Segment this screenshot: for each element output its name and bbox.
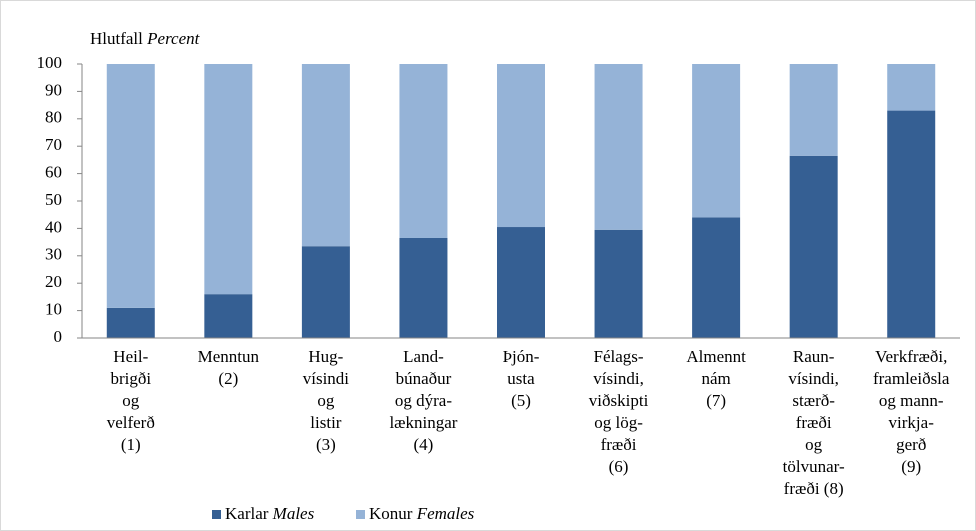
x-tick-label: fræði (796, 413, 832, 432)
x-tick-label: lækningar (389, 413, 457, 432)
legend-label: Konur Females (369, 504, 475, 523)
x-tick-label: (1) (121, 435, 141, 454)
x-tick-label: Menntun (198, 347, 260, 366)
bar-segment (692, 217, 741, 338)
y-tick-label: 100 (37, 53, 63, 72)
x-tick-label: og dýra- (395, 391, 452, 410)
x-tick-label: búnaður (396, 369, 452, 388)
x-tick-label: (6) (609, 457, 629, 476)
x-tick-label: framleiðsla (873, 369, 950, 388)
x-tick-label: og mann- (879, 391, 944, 410)
bar-segment (399, 64, 448, 238)
bar-segment (887, 110, 936, 338)
x-tick-label: stærð- (792, 391, 835, 410)
y-tick-label: 60 (45, 163, 62, 182)
bar-segment (497, 227, 545, 338)
legend-name-en: Males (272, 504, 315, 523)
bar-segment (594, 64, 643, 230)
x-tick-label: (7) (706, 391, 726, 410)
x-tick-label: vísindi, (593, 369, 644, 388)
x-tick-label: listir (310, 413, 342, 432)
x-tick-label: Raun- (793, 347, 835, 366)
x-tick-label: og (122, 391, 140, 410)
y-axis-label: Hlutfall Percent (90, 29, 201, 48)
x-tick-label: fræði (601, 435, 637, 454)
x-tick-label: velferð (107, 413, 155, 432)
y-tick-label: 90 (45, 80, 62, 99)
x-tick-label: (3) (316, 435, 336, 454)
bar-segment (789, 155, 838, 338)
x-tick-label: (5) (511, 391, 531, 410)
y-tick-label: 80 (45, 108, 62, 127)
y-tick-label: 10 (45, 300, 62, 319)
bar-segment (789, 64, 838, 156)
y-tick-label: 50 (45, 190, 62, 209)
x-tick-label: Land- (403, 347, 444, 366)
x-tick-label: Félags- (594, 347, 644, 366)
bar-segment (497, 64, 545, 228)
x-tick-label: virkja- (889, 413, 935, 432)
x-tick-label: usta (507, 369, 535, 388)
x-tick-label: viðskipti (589, 391, 649, 410)
bar-segment (106, 64, 155, 308)
legend-swatch (212, 510, 221, 519)
bar-segment (106, 307, 155, 338)
y-tick-label: 40 (45, 217, 62, 236)
legend-swatch (356, 510, 365, 519)
legend-label: Karlar Males (225, 504, 315, 523)
y-tick-label: 30 (45, 245, 62, 264)
bar-segment (301, 64, 350, 247)
x-tick-label: og (317, 391, 335, 410)
x-tick-label: Almennt (686, 347, 746, 366)
x-tick-label: (2) (218, 369, 238, 388)
y-tick-label: 20 (45, 272, 62, 291)
x-tick-label: fræði (8) (784, 479, 844, 498)
x-tick-label: og (805, 435, 823, 454)
bar-segment (204, 64, 253, 295)
bar-segment (301, 246, 350, 338)
x-tick-label: brigði (110, 369, 151, 388)
x-tick-label: Heil- (113, 347, 148, 366)
x-tick-label: vísindi (303, 369, 350, 388)
y-tick-label: 0 (54, 327, 63, 346)
bar-segment (204, 294, 253, 338)
x-tick-label: nám (701, 369, 730, 388)
x-tick-label: Þjón- (503, 347, 540, 366)
x-tick-label: gerð (896, 435, 926, 454)
x-tick-label: (9) (901, 457, 921, 476)
x-tick-label: vísindi, (788, 369, 839, 388)
bar-segment (692, 64, 741, 218)
x-tick-label: og lög- (594, 413, 643, 432)
legend-name: Karlar (225, 504, 269, 523)
bar-segment (887, 64, 936, 111)
x-tick-label: (4) (414, 435, 434, 454)
legend-name: Konur (369, 504, 413, 523)
x-tick-label: Verkfræði, (875, 347, 947, 366)
legend-name-en: Females (416, 504, 475, 523)
y-tick-label: 70 (45, 135, 62, 154)
bar-segment (399, 237, 448, 338)
x-tick-label: tölvunar- (783, 457, 845, 476)
x-tick-label: Hug- (308, 347, 343, 366)
bar-segment (594, 229, 643, 338)
